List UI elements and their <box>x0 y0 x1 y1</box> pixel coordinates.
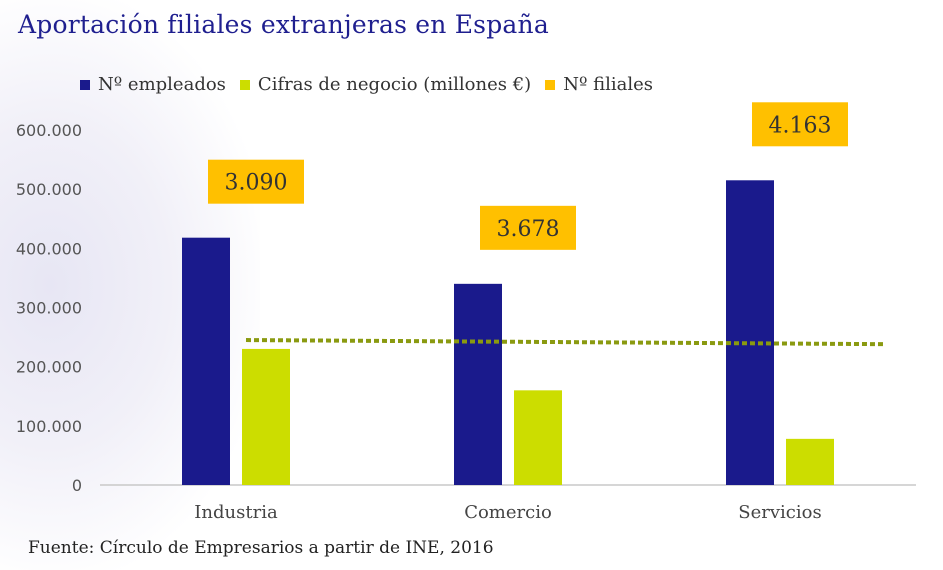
chart-title: Aportación filiales extranjeras en Españ… <box>18 10 549 39</box>
x-category-label: Comercio <box>464 502 552 523</box>
y-tick-label: 300.000 <box>16 299 82 318</box>
y-tick-label: 0 <box>72 476 82 495</box>
y-tick-label: 500.000 <box>16 180 82 199</box>
filiales-label: 4.163 <box>769 113 832 138</box>
filiales-label: 3.678 <box>497 217 560 242</box>
filiales-box <box>480 205 576 250</box>
filiales-box <box>752 102 848 147</box>
x-category-label: Industria <box>194 502 278 523</box>
legend-item-negocio: Cifras de negocio (millones €) <box>239 74 532 95</box>
legend-swatch-negocio <box>239 79 250 90</box>
legend-label-filiales: Nº filiales <box>563 74 654 95</box>
source-note: Fuente: Círculo de Empresarios a partir … <box>28 538 494 558</box>
trend-line <box>245 338 887 347</box>
legend-label-empleados: Nº empleados <box>98 74 226 95</box>
filiales-label: 3.090 <box>225 171 288 196</box>
x-category-label: Servicios <box>738 502 821 523</box>
legend-swatch-empleados <box>80 79 90 90</box>
bar-negocio <box>242 348 290 485</box>
bar-empleados <box>454 283 502 485</box>
legend-swatch-filiales <box>545 79 556 90</box>
legend-item-empleados: Nº empleados <box>80 74 226 95</box>
bar-empleados <box>726 180 774 485</box>
legend-item-filiales: Nº filiales <box>545 74 653 95</box>
filiales-box <box>208 159 304 204</box>
y-tick-label: 600.000 <box>16 121 82 140</box>
legend: Nº empleados Cifras de negocio (millones… <box>80 74 667 95</box>
legend-label-negocio: Cifras de negocio (millones €) <box>257 74 532 95</box>
bar-negocio <box>786 438 834 485</box>
y-tick-label: 100.000 <box>16 417 82 436</box>
y-tick-label: 200.000 <box>16 358 82 377</box>
y-tick-label: 400.000 <box>16 239 82 258</box>
bar-empleados <box>182 237 230 485</box>
bar-negocio <box>514 390 562 485</box>
